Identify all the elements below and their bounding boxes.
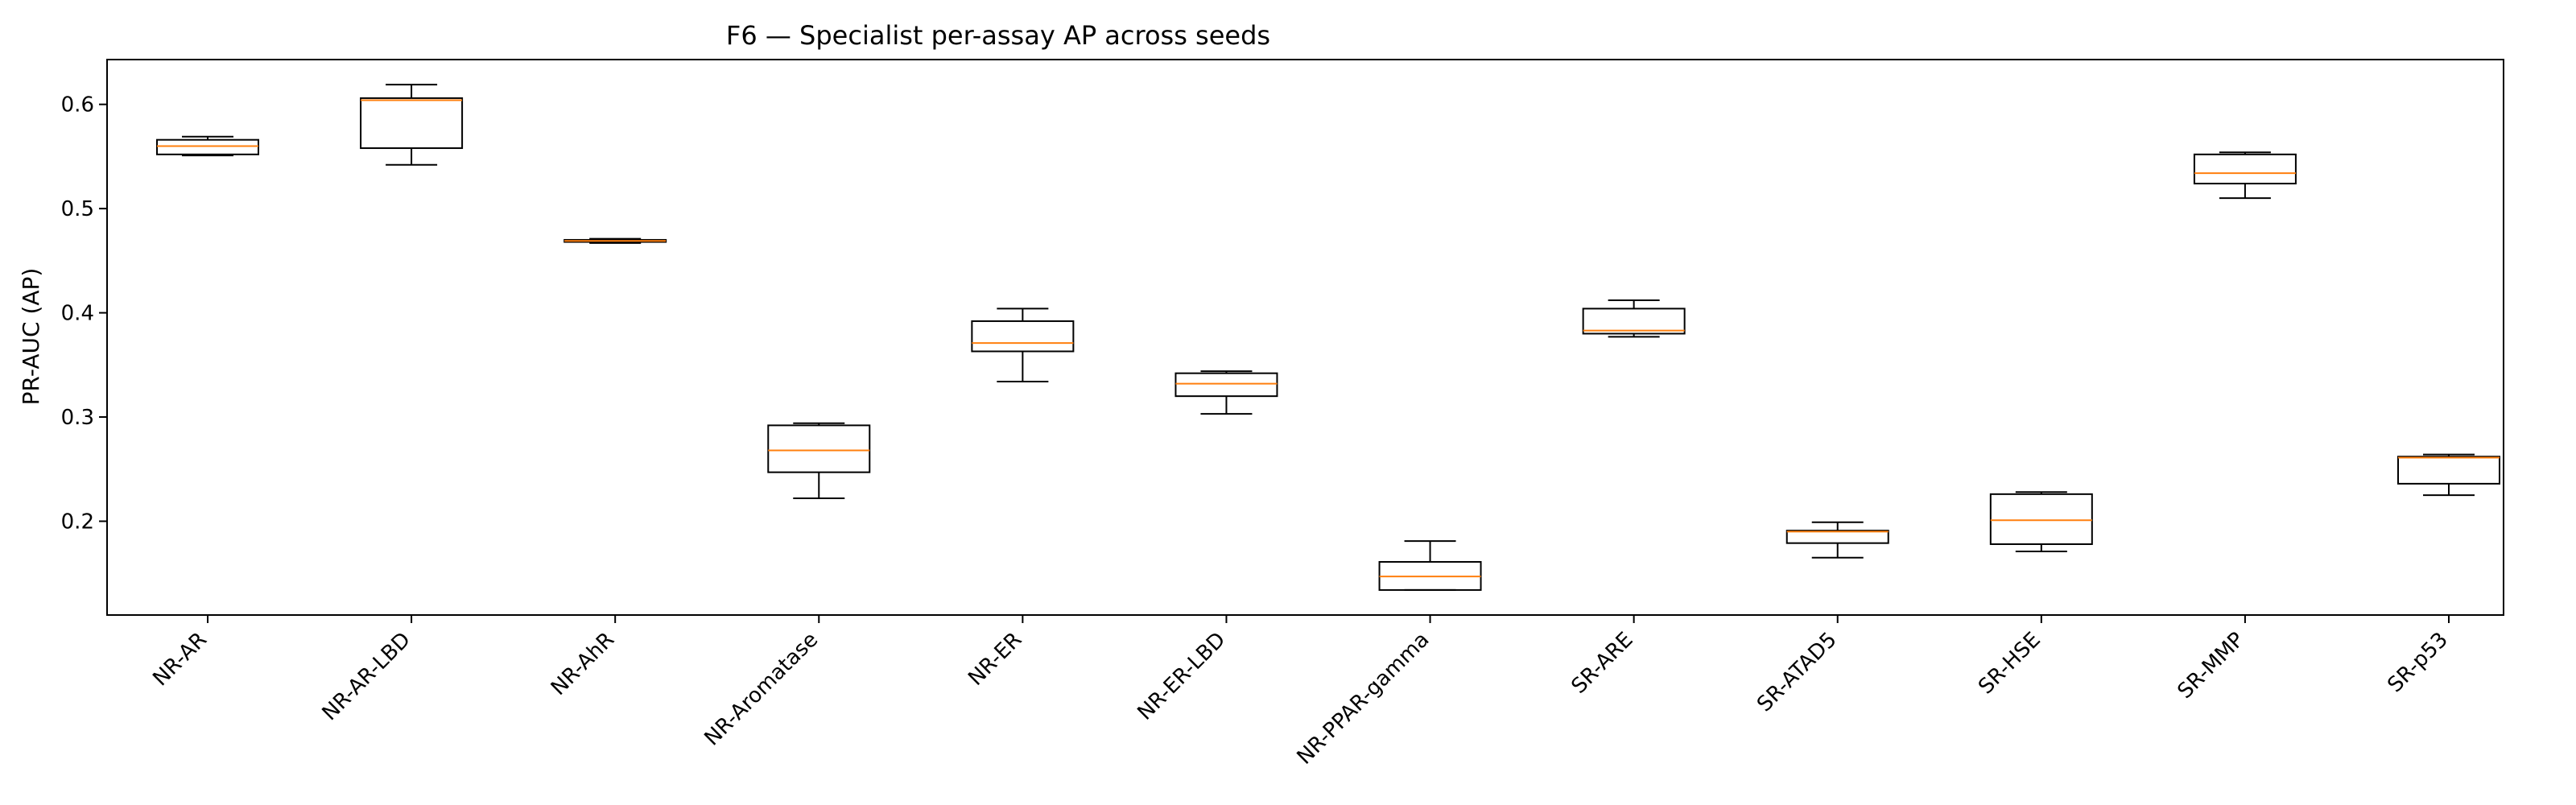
- iqr-box: [2397, 456, 2500, 485]
- box-sr-p53: [2397, 453, 2500, 497]
- y-tick-label: 0.6: [61, 93, 94, 118]
- chart-title: F6 — Specialist per-assay AP across seed…: [726, 20, 1270, 51]
- iqr-box: [1785, 530, 1889, 544]
- iqr-box: [767, 424, 871, 473]
- iqr-box: [360, 97, 464, 150]
- y-tick-label: 0.2: [61, 510, 94, 534]
- box-nr-ar-lbd: [360, 84, 464, 166]
- y-tick-label: 0.4: [61, 302, 94, 326]
- box-sr-mmp: [2193, 151, 2297, 200]
- iqr-box: [1174, 372, 1278, 398]
- box-nr-ahr: [564, 237, 667, 244]
- y-tick-label: 0.3: [61, 406, 94, 430]
- box-sr-hse: [1989, 491, 2093, 553]
- box-nr-er: [971, 308, 1075, 383]
- iqr-box: [2193, 153, 2297, 185]
- box-nr-aromatase: [767, 422, 871, 500]
- iqr-box: [971, 320, 1075, 353]
- box-nr-ar: [156, 135, 259, 157]
- box-series: [156, 84, 2500, 591]
- plot-area-frame: [106, 59, 2504, 616]
- iqr-box: [156, 138, 259, 155]
- box-sr-atad5: [1785, 521, 1889, 559]
- iqr-box: [1989, 493, 2093, 545]
- box-nr-ppar-gamma: [1378, 540, 1482, 591]
- box-nr-er-lbd: [1174, 370, 1278, 415]
- y-axis-ticks: 0.2 0.3 0.4 0.5 0.6: [61, 93, 107, 534]
- iqr-box: [1582, 308, 1686, 335]
- box-sr-are: [1582, 299, 1686, 338]
- y-axis-label: PR-AUC (AP): [18, 268, 44, 406]
- y-tick-label: 0.5: [61, 197, 94, 221]
